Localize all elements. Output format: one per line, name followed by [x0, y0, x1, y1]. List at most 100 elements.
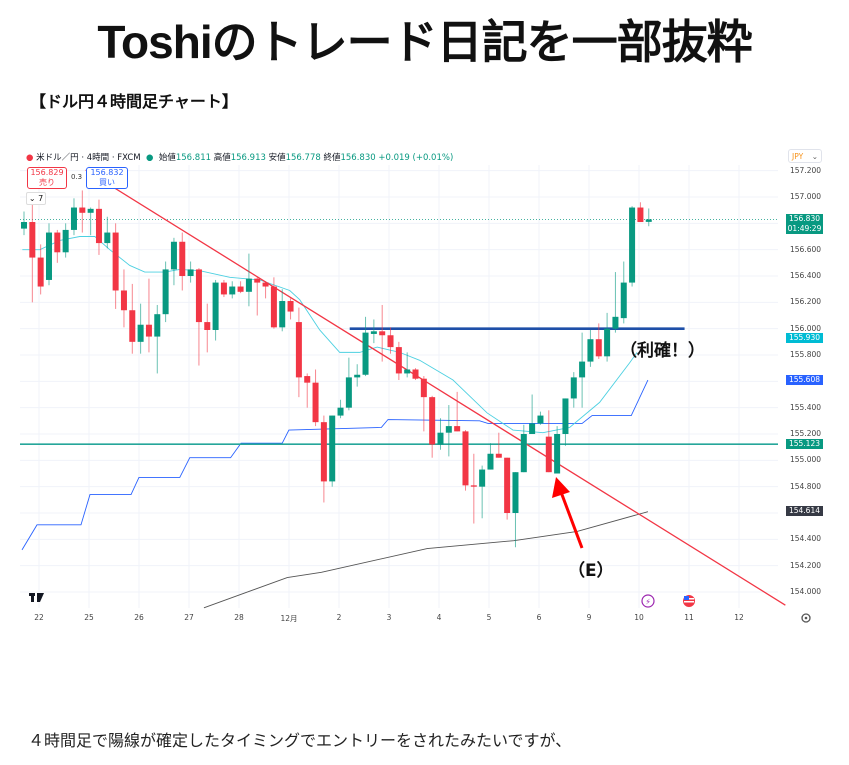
candle-body	[62, 229, 69, 253]
candle	[279, 289, 286, 332]
us-flag-event-icon[interactable]	[683, 595, 695, 607]
candle	[345, 357, 352, 411]
candle	[112, 223, 119, 309]
candle	[637, 202, 644, 223]
candle	[362, 316, 369, 377]
price-label: 155.930	[786, 332, 823, 343]
candle-body	[395, 347, 402, 374]
candle	[454, 391, 461, 432]
candle-body	[504, 457, 511, 514]
candle	[570, 372, 577, 408]
y-tick-label: 157.200	[790, 165, 822, 175]
candle-body	[470, 485, 477, 487]
candle	[237, 281, 244, 294]
indicators-toggle[interactable]: ⌄ 7	[26, 192, 46, 205]
candle	[620, 261, 627, 324]
entry-annotation: （E）	[568, 561, 614, 581]
candle	[354, 364, 361, 387]
y-tick-label: 157.000	[790, 192, 822, 201]
candle	[437, 418, 444, 450]
candle	[495, 432, 502, 458]
indicator-lines	[20, 169, 786, 609]
candle	[262, 281, 269, 299]
chart-subtitle: 【ドル円４時間足チャート】	[30, 92, 238, 111]
page-title: Toshiのトレード日記を一部抜粋	[97, 16, 752, 68]
change-value: +0.019 (+0.01%)	[378, 153, 454, 163]
candle	[245, 253, 252, 307]
candle-body	[462, 431, 469, 486]
candle	[179, 232, 186, 291]
candle-body	[104, 232, 111, 244]
candle	[387, 327, 394, 354]
candle	[412, 368, 419, 381]
candle	[404, 352, 411, 378]
close-label: 終値	[323, 153, 341, 163]
candle-body	[637, 207, 644, 223]
candle-body	[270, 286, 277, 328]
candle-body	[21, 222, 27, 229]
candle	[145, 278, 152, 353]
symbol-label[interactable]: 米ドル／円 · 4時間 · FXCM	[36, 153, 141, 163]
y-tick-label: 155.800	[790, 350, 822, 359]
price-label-value: 155.123	[788, 439, 820, 449]
candle	[95, 199, 102, 255]
candle-body	[112, 232, 119, 291]
candle	[129, 283, 136, 354]
candle	[462, 430, 469, 491]
candle-body	[295, 322, 302, 378]
price-label-value: 156.830	[788, 214, 820, 224]
candles	[21, 190, 652, 548]
candle	[204, 303, 211, 353]
candle-body	[554, 434, 561, 474]
svg-text:⚡: ⚡	[645, 598, 651, 607]
candle-body	[445, 426, 452, 433]
market-status-icon: ●	[143, 153, 157, 163]
x-tick-label: 12月	[280, 614, 298, 623]
y-tick-label: 156.200	[790, 297, 822, 307]
candle	[545, 410, 552, 473]
sell-price: 156.829	[30, 168, 64, 177]
buy-button[interactable]: 156.832 買い	[86, 167, 128, 189]
candle	[562, 398, 569, 446]
fast-ma-line	[22, 236, 638, 434]
candle	[270, 277, 277, 329]
candle	[79, 190, 86, 233]
x-tick-label: 6	[536, 613, 542, 622]
candle-body	[195, 269, 202, 323]
x-tick-label: 2	[336, 613, 342, 622]
trendline	[85, 169, 786, 606]
candle-body	[337, 407, 344, 416]
candle-body	[120, 290, 127, 311]
candle-body	[562, 398, 569, 435]
y-tick-label: 155.200	[790, 429, 822, 438]
candle-body	[245, 278, 252, 292]
buy-price: 156.832	[90, 168, 124, 177]
candle	[212, 279, 219, 341]
candle	[604, 312, 611, 362]
candle-body	[412, 369, 419, 379]
settings-gear-icon[interactable]	[801, 613, 811, 623]
sell-button[interactable]: 156.829 売り	[27, 167, 67, 189]
currency-select[interactable]: JPY ⌄	[788, 149, 822, 163]
candle-body	[70, 207, 77, 230]
candle	[529, 394, 536, 435]
tradingview-logo	[29, 593, 44, 602]
candle-body	[29, 222, 36, 258]
candle	[287, 298, 294, 320]
candle	[87, 207, 94, 236]
candle	[195, 268, 202, 366]
indicators-count: 7	[38, 194, 44, 203]
lightning-event-icon[interactable]: ⚡	[641, 594, 655, 608]
candle-body	[454, 426, 461, 432]
y-tick-label: 155.000	[790, 455, 822, 465]
price-label-value: 155.930	[788, 332, 820, 342]
candle	[487, 443, 494, 470]
candle	[512, 472, 519, 548]
take-profit-annotation: （利確！）	[620, 341, 705, 361]
candle-body	[179, 241, 186, 277]
y-tick-label: 155.400	[790, 402, 822, 412]
candle-body	[404, 369, 411, 374]
candle	[329, 415, 336, 487]
candle-body	[387, 335, 394, 348]
